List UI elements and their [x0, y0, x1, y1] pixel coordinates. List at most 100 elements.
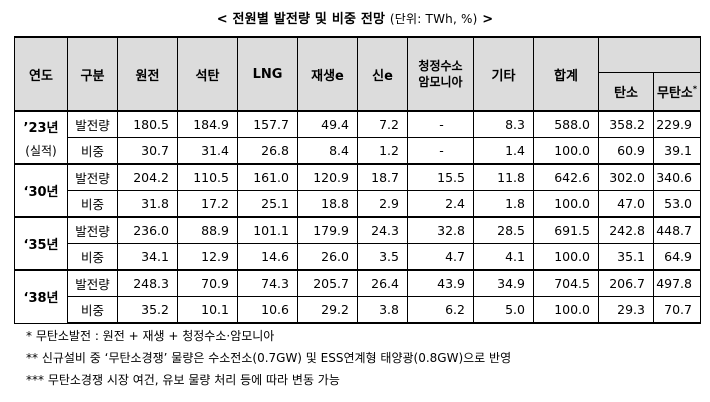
year-cell: ’23년 (실적) [14, 110, 68, 165]
year-cell: ‘35년 [14, 216, 68, 271]
generation-cell: 180.5 [117, 110, 178, 138]
generation-table: 연도 구분 원전 석탄 LNG 재생e 신e 청정수소 암모니아 기타 합계 탄… [14, 36, 701, 324]
generation-cell: 161.0 [237, 163, 298, 191]
share-cell: 64.9 [653, 243, 701, 271]
generation-cell: 448.7 [653, 216, 701, 244]
generation-cell: 101.1 [237, 216, 298, 244]
title-end: > [482, 12, 494, 27]
type-share: 비중 [67, 243, 118, 271]
share-cell: 4.1 [473, 243, 534, 271]
share-cell: 3.5 [357, 243, 408, 271]
generation-cell: 340.6 [653, 163, 701, 191]
share-cell: 70.7 [653, 296, 701, 324]
generation-cell: 74.3 [237, 269, 298, 297]
share-cell: 100.0 [533, 190, 599, 218]
type-share: 비중 [67, 137, 118, 165]
year-cell: ‘30년 [14, 163, 68, 218]
share-cell: 29.3 [598, 296, 654, 324]
generation-cell: 497.8 [653, 269, 701, 297]
year-label: ‘38년 [23, 291, 59, 307]
generation-cell: - [407, 110, 474, 138]
type-share: 비중 [67, 296, 118, 324]
share-cell: 17.2 [177, 190, 238, 218]
share-cell: 39.1 [653, 137, 701, 165]
share-cell: 10.1 [177, 296, 238, 324]
share-cell: 18.8 [297, 190, 358, 218]
share-cell: 2.9 [357, 190, 408, 218]
header-carbon-free-mark: * [692, 84, 698, 94]
generation-cell: 358.2 [598, 110, 654, 138]
generation-cell: 15.5 [407, 163, 474, 191]
table-row: 비중 34.1 12.9 14.6 26.0 3.5 4.7 4.1 100.0 35.1 64.9 [15, 243, 701, 271]
share-cell: 30.7 [117, 137, 178, 165]
header-clean-hydrogen-line1: 청정수소 [418, 59, 463, 73]
type-generation: 발전량 [67, 216, 118, 244]
generation-cell: 88.9 [177, 216, 238, 244]
footnote-2: ** 신규설비 중 ‘무탄소경쟁’ 물량은 수소전소(0.7GW) 및 ESS연… [26, 351, 512, 365]
share-cell: 3.8 [357, 296, 408, 324]
share-cell: 1.4 [473, 137, 534, 165]
generation-cell: 691.5 [533, 216, 599, 244]
share-cell: 60.9 [598, 137, 654, 165]
share-cell: 26.0 [297, 243, 358, 271]
table-row: 비중 35.2 10.1 10.6 29.2 3.8 6.2 5.0 100.0 29.3 70.7 [15, 296, 701, 324]
generation-cell: 302.0 [598, 163, 654, 191]
header-lng: LNG [237, 36, 298, 112]
generation-cell: 204.2 [117, 163, 178, 191]
generation-cell: 7.2 [357, 110, 408, 138]
share-cell: 10.6 [237, 296, 298, 324]
generation-cell: 157.7 [237, 110, 298, 138]
share-cell: 1.2 [357, 137, 408, 165]
share-cell: 12.9 [177, 243, 238, 271]
generation-cell: 28.5 [473, 216, 534, 244]
generation-cell: 642.6 [533, 163, 599, 191]
header-type: 구분 [67, 36, 118, 112]
unit-text: (단위: TWh, %) [389, 12, 478, 26]
table-row: ‘35년 발전량 236.0 88.9 101.1 179.9 24.3 32.8 28.5 69… [14, 216, 701, 271]
share-cell: 29.2 [297, 296, 358, 324]
share-cell: 100.0 [533, 137, 599, 165]
header-carbon-free: 무탄소* [653, 72, 701, 112]
type-generation: 발전량 [67, 269, 118, 297]
generation-cell: 24.3 [357, 216, 408, 244]
share-cell: 6.2 [407, 296, 474, 324]
generation-cell: 588.0 [533, 110, 599, 138]
share-cell: 5.0 [473, 296, 534, 324]
footnote-3: *** 무탄소경쟁 시장 여건, 유보 물량 처리 등에 따라 변동 가능 [26, 373, 340, 387]
generation-cell: 8.3 [473, 110, 534, 138]
generation-cell: 49.4 [297, 110, 358, 138]
share-cell: 31.4 [177, 137, 238, 165]
table-row: 비중 30.7 31.4 26.8 8.4 1.2-1.4 100.0 60.9 39.1 [15, 137, 701, 165]
footnote-1: * 무탄소발전 : 원전 + 재생 + 청정수소·암모니아 [26, 329, 275, 343]
generation-cell: 26.4 [357, 269, 408, 297]
generation-cell: 11.8 [473, 163, 534, 191]
share-cell: 35.1 [598, 243, 654, 271]
share-cell: 26.8 [237, 137, 298, 165]
type-generation: 발전량 [67, 163, 118, 191]
table-title: < 전원별 발전량 및 비중 전망 (단위: TWh, %) > [0, 8, 710, 27]
generation-cell: 34.9 [473, 269, 534, 297]
share-cell: 4.7 [407, 243, 474, 271]
generation-cell: 184.9 [177, 110, 238, 138]
type-generation: 발전량 [67, 110, 118, 138]
share-cell: - [407, 137, 474, 165]
header-clean-hydrogen-line2: 암모니아 [418, 75, 463, 89]
header-spacer [598, 36, 701, 74]
generation-cell: 18.7 [357, 163, 408, 191]
share-cell: 31.8 [117, 190, 178, 218]
share-cell: 34.1 [117, 243, 178, 271]
table-row: ’23년 (실적) 발전량 180.5 184.9 157.7 49.4 7.2-8.3 588… [14, 110, 701, 165]
year-cell: ‘38년 [14, 269, 68, 324]
generation-cell: 43.9 [407, 269, 474, 297]
generation-cell: 236.0 [117, 216, 178, 244]
generation-cell: 704.5 [533, 269, 599, 297]
share-cell: 47.0 [598, 190, 654, 218]
generation-cell: 70.9 [177, 269, 238, 297]
generation-cell: 179.9 [297, 216, 358, 244]
header-renewable: 재생e [297, 36, 358, 112]
type-share: 비중 [67, 190, 118, 218]
generation-cell: 205.7 [297, 269, 358, 297]
header-other: 기타 [473, 36, 534, 112]
generation-cell: 110.5 [177, 163, 238, 191]
year-label: ‘30년 [23, 185, 59, 200]
